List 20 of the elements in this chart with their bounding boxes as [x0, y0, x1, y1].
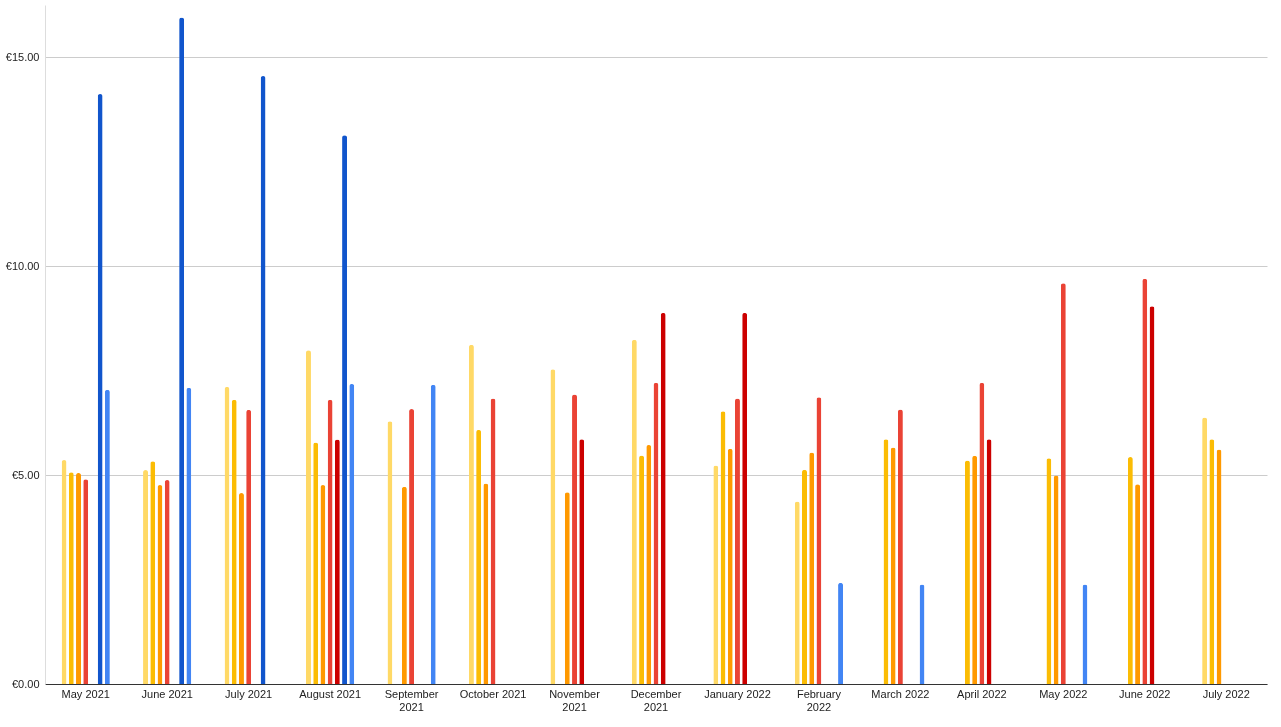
x-tick-label: May 2021	[61, 687, 110, 700]
y-tick-label: €0.00	[11, 677, 40, 690]
y-tick-label: €10.00	[5, 259, 40, 272]
x-tick-label: December 2021	[630, 687, 682, 713]
x-tick-label: May 2022	[1039, 687, 1088, 700]
x-tick-label: April 2022	[957, 687, 1007, 700]
x-tick-label: November 2021	[549, 687, 601, 713]
x-tick-label: February 2022	[796, 687, 842, 713]
y-tick-label: €15.00	[5, 50, 40, 63]
bar	[802, 469, 807, 684]
x-tick-label: July 2022	[1202, 687, 1250, 700]
x-tick-label: June 2021	[141, 687, 193, 700]
x-tick-label: July 2021	[225, 687, 273, 700]
x-tick-label: September 2021	[384, 687, 439, 713]
x-tick-label: August 2021	[299, 687, 362, 700]
x-tick-label: June 2022	[1119, 687, 1171, 700]
x-tick-label: January 2022	[704, 687, 771, 700]
x-tick-label: March 2022	[871, 687, 930, 700]
x-tick-label: October 2021	[459, 687, 527, 700]
y-tick-label: €5.00	[11, 468, 40, 481]
